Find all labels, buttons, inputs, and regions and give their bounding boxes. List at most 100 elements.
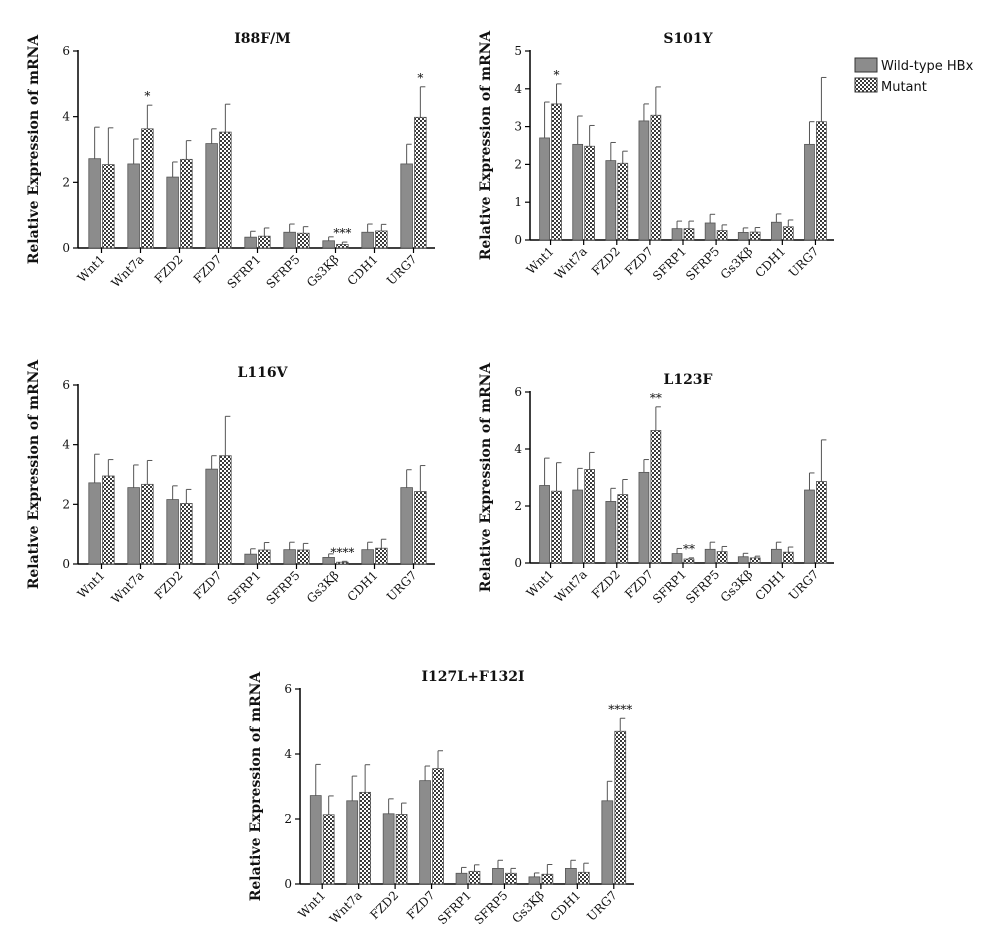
y-tick-label: 6 (514, 385, 522, 399)
y-tick-label: 4 (284, 747, 292, 761)
bar-wild-type (283, 231, 296, 249)
bar-wild-type (804, 143, 815, 241)
bar-mutant (683, 558, 695, 564)
bar-wild-type (244, 553, 257, 565)
bar-wild-type (638, 471, 650, 564)
bar-wild-type (283, 549, 296, 565)
bar-mutant (258, 235, 271, 249)
bar-mutant (180, 158, 193, 249)
x-category-label: Gs3Kβ (304, 568, 342, 606)
x-category-label: SFRP1 (650, 244, 689, 283)
y-tick-label: 1 (514, 195, 522, 209)
x-category-label: Wnt7a (109, 568, 147, 606)
x-category-label: CDH1 (345, 252, 381, 288)
x-category-label: Wnt1 (295, 888, 328, 921)
bar-wild-type (346, 800, 359, 885)
bar-mutant (716, 551, 728, 564)
y-tick-label: 2 (514, 499, 522, 513)
bar-mutant (359, 791, 371, 885)
bar-wild-type (704, 222, 716, 241)
y-tick-label: 0 (514, 233, 522, 247)
x-category-label: CDH1 (752, 567, 788, 603)
y-tick-label: 6 (62, 378, 70, 392)
chart-title: I127L+F132I (421, 669, 524, 685)
bar-mutant (414, 116, 427, 249)
x-category-label: Wnt7a (327, 888, 365, 926)
bar-wild-type (205, 143, 218, 249)
x-category-label: URG7 (584, 888, 620, 924)
bar-wild-type (528, 876, 541, 885)
bar-wild-type (771, 548, 782, 564)
bar-wild-type (565, 868, 577, 885)
significance-marker: ** (650, 391, 662, 405)
bar-mutant (650, 114, 662, 241)
x-category-label: SFRP5 (264, 568, 303, 607)
legend: Wild-type HBx Mutant (854, 57, 974, 95)
bar-mutant (584, 469, 596, 564)
bar-wild-type (361, 549, 374, 565)
y-tick-label: 2 (284, 812, 292, 826)
bar-mutant (617, 162, 629, 241)
bar-mutant (432, 768, 444, 885)
y-axis-label: Relative Expression of mRNA (26, 34, 42, 265)
x-category-label: Wnt1 (75, 252, 108, 285)
y-tick-label: 0 (284, 877, 292, 891)
bar-wild-type (127, 487, 140, 565)
x-category-label: SFRP5 (264, 252, 303, 291)
significance-marker: * (144, 89, 150, 103)
bar-wild-type (205, 468, 218, 565)
x-category-label: FZD2 (367, 888, 401, 922)
bar-wild-type (361, 231, 374, 249)
chart-3: L116V Relative Expression of mRNA 0 2 4 6 Wnt1… (26, 359, 435, 607)
bar-wild-type (400, 163, 413, 249)
bar-mutant (551, 490, 562, 564)
legend-swatch-wild-type (854, 57, 878, 73)
y-tick-label: 6 (62, 44, 70, 58)
x-category-label: SFRP5 (471, 888, 510, 927)
bar-wild-type (704, 548, 716, 564)
bar-mutant (414, 491, 427, 565)
x-category-label: Wnt7a (552, 567, 590, 605)
x-category-label: SFRP1 (225, 252, 264, 291)
y-axis-label: Relative Expression of mRNA (478, 362, 494, 593)
bar-wild-type (88, 482, 101, 565)
bar-wild-type (166, 176, 179, 249)
bar-mutant (375, 230, 388, 249)
bar-wild-type (539, 485, 550, 564)
bar-wild-type (244, 236, 257, 249)
bar-wild-type (322, 240, 335, 249)
bar-mutant (816, 481, 827, 564)
bar-wild-type (127, 163, 140, 249)
bar-mutant (468, 870, 481, 885)
bar-mutant (258, 549, 271, 565)
x-category-label: URG7 (384, 568, 420, 604)
significance-marker: **** (330, 545, 354, 559)
chart-5: I127L+F132I Relative Expression of mRNA 0 2… (248, 669, 634, 927)
bar-mutant (102, 164, 115, 249)
bar-wild-type (166, 499, 179, 565)
bar-mutant (716, 230, 728, 241)
bar-mutant (375, 547, 388, 565)
bar-wild-type (737, 232, 749, 241)
y-tick-label: 2 (62, 497, 70, 511)
significance-marker: * (554, 68, 560, 82)
chart-title: L116V (238, 365, 289, 381)
bar-wild-type (771, 221, 782, 241)
y-tick-label: 2 (514, 157, 522, 171)
bar-mutant (782, 551, 794, 564)
legend-label-wild-type: Wild-type HBx (881, 59, 974, 74)
y-tick-label: 4 (514, 82, 522, 96)
x-category-label: FZD2 (152, 252, 186, 286)
x-category-label: SFRP1 (225, 568, 264, 607)
bar-mutant (749, 557, 761, 564)
x-category-label: SFRP1 (650, 567, 689, 606)
legend-swatch-mutant (854, 77, 878, 93)
x-category-label: Wnt7a (109, 252, 147, 290)
bar-wild-type (605, 501, 617, 564)
chart-title: S101Y (663, 31, 713, 47)
x-category-label: Gs3Kβ (718, 244, 756, 282)
significance-marker: * (417, 71, 423, 85)
bar-mutant (141, 483, 154, 565)
significance-marker: ** (683, 542, 695, 556)
